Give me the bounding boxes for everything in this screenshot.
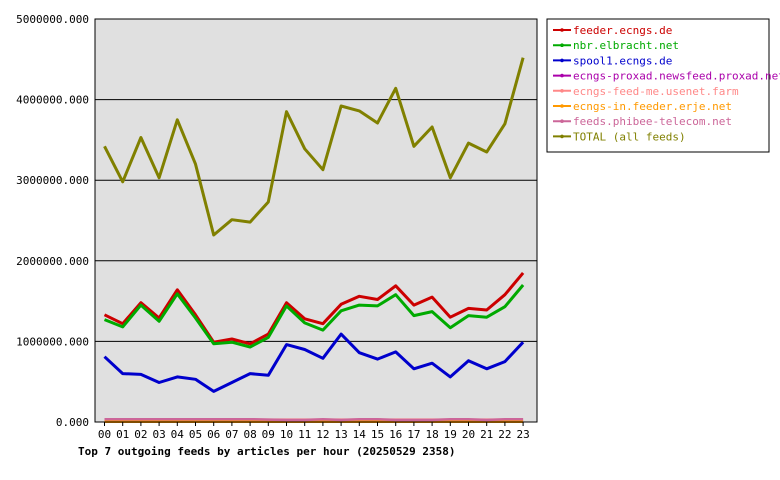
x-tick-label: 02 <box>134 428 147 441</box>
series-line <box>104 417 524 422</box>
legend-label: ecngs-proxad.newsfeed.proxad.net <box>573 70 780 83</box>
legend-marker <box>560 119 564 123</box>
chart-title: Top 7 outgoing feeds by articles per hou… <box>78 445 456 458</box>
x-tick-label: 04 <box>171 428 185 441</box>
x-tick-label: 01 <box>116 428 129 441</box>
legend-marker <box>560 28 564 32</box>
legend-marker <box>560 134 564 139</box>
x-tick-label: 11 <box>298 428 311 441</box>
legend: feeder.ecngs.de nbr.elbracht.net spool1.ec… <box>546 18 780 153</box>
y-tick-label: 5000000.000 <box>16 13 89 26</box>
legend-box <box>546 18 770 153</box>
x-tick-label: 09 <box>262 428 275 441</box>
legend-label: nbr.elbracht.net <box>573 39 679 52</box>
x-tick-label: 03 <box>152 428 165 441</box>
legend-label: ecngs-in.feeder.erje.net <box>573 100 732 113</box>
legend-label: TOTAL (all feeds) <box>573 130 686 143</box>
x-tick-label: 20 <box>462 428 475 441</box>
y-tick-label: 3000000.000 <box>16 174 89 187</box>
y-tick-label: 1000000.000 <box>16 335 89 348</box>
x-tick-label: 15 <box>371 428 384 441</box>
x-tick-label: 23 <box>516 428 529 441</box>
x-tick-label: 22 <box>498 428 511 441</box>
legend-marker <box>560 89 564 93</box>
legend-label: spool1.ecngs.de <box>573 54 672 67</box>
x-tick-label: 14 <box>353 428 367 441</box>
x-tick-label: 19 <box>444 428 457 441</box>
x-tick-label: 05 <box>189 428 202 441</box>
x-tick-label: 07 <box>225 428 238 441</box>
x-tick-label: 00 <box>98 428 111 441</box>
x-tick-label: 18 <box>425 428 438 441</box>
y-tick-label: 4000000.000 <box>16 94 89 107</box>
legend-marker <box>560 73 564 78</box>
series-line <box>103 57 525 237</box>
x-tick-label: 08 <box>243 428 256 441</box>
x-tick-label: 13 <box>334 428 347 441</box>
series-line <box>103 284 525 349</box>
x-tick-label: 12 <box>316 428 329 441</box>
x-tick-label: 17 <box>407 428 420 441</box>
x-tick-label: 16 <box>389 428 402 441</box>
x-tick-label: 10 <box>280 428 293 441</box>
x-tick-label: 06 <box>207 428 220 441</box>
axes: 0.000 1000000.000 2000000.000 3000000.000 40… <box>16 13 538 441</box>
x-tick-label: 21 <box>480 428 493 441</box>
plot-frame <box>94 18 538 423</box>
legend-marker <box>560 58 564 63</box>
legend-label: ecngs-feed-me.usenet.farm <box>573 85 739 98</box>
y-tick-label: 2000000.000 <box>16 255 89 268</box>
series-line <box>103 271 525 346</box>
y-tick-label: 0.000 <box>56 416 89 429</box>
legend-label: feeder.ecngs.de <box>573 24 672 37</box>
legend-marker <box>560 43 564 47</box>
series-line <box>103 332 525 393</box>
legend-marker <box>560 104 564 108</box>
legend-label: feeds.phibee-telecom.net <box>573 115 732 128</box>
